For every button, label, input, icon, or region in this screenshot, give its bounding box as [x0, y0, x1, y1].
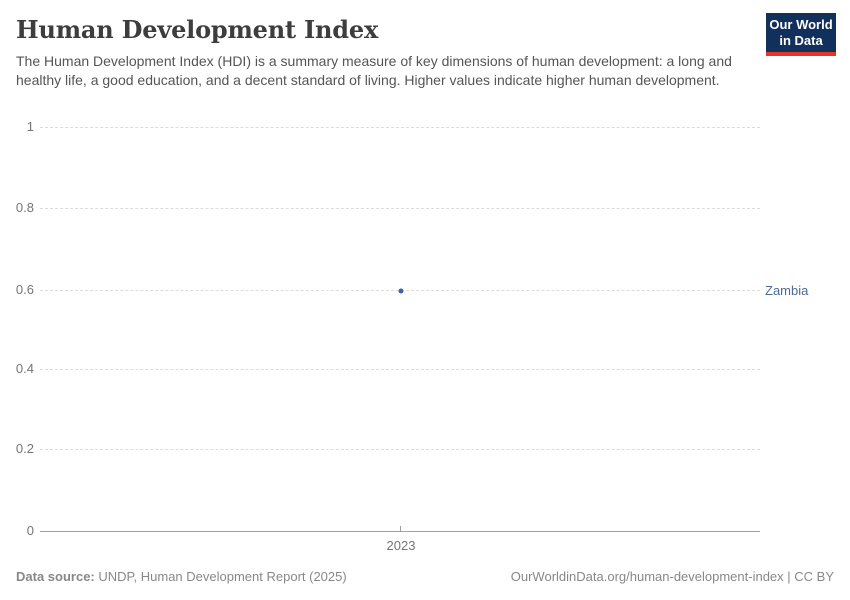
series-label-zambia[interactable]: Zambia — [765, 282, 809, 298]
x-tick-mark — [400, 526, 401, 531]
data-source-label: Data source: — [16, 569, 95, 584]
y-tick-label: 1 — [26, 119, 34, 134]
owid-logo[interactable]: Our World in Data — [766, 13, 836, 56]
x-axis-line — [40, 531, 760, 532]
footer: Data source: UNDP, Human Development Rep… — [16, 569, 834, 584]
y-tick-label: 0.4 — [15, 361, 34, 376]
owid-logo-line1: Our World — [769, 17, 833, 32]
y-tick-label: 0.6 — [15, 282, 34, 297]
page-title: Human Development Index — [16, 15, 379, 44]
gridline-1 — [40, 127, 760, 128]
owid-logo-line2: in Data — [779, 33, 823, 48]
y-tick-label: 0.8 — [15, 200, 34, 215]
gridline-0-8 — [40, 208, 760, 209]
credit-link[interactable]: OurWorldinData.org/human-development-ind… — [510, 569, 834, 584]
data-source: Data source: UNDP, Human Development Rep… — [16, 569, 347, 584]
y-tick-label: 0.2 — [15, 441, 34, 456]
chart-subtitle: The Human Development Index (HDI) is a s… — [16, 53, 732, 88]
y-tick-label: 0 — [26, 523, 34, 538]
data-source-text: UNDP, Human Development Report (2025) — [98, 569, 347, 584]
x-tick-label: 2023 — [386, 538, 416, 553]
gridline-0-2 — [40, 449, 760, 450]
gridline-0-4 — [40, 369, 760, 370]
data-point-zambia[interactable] — [398, 288, 404, 294]
